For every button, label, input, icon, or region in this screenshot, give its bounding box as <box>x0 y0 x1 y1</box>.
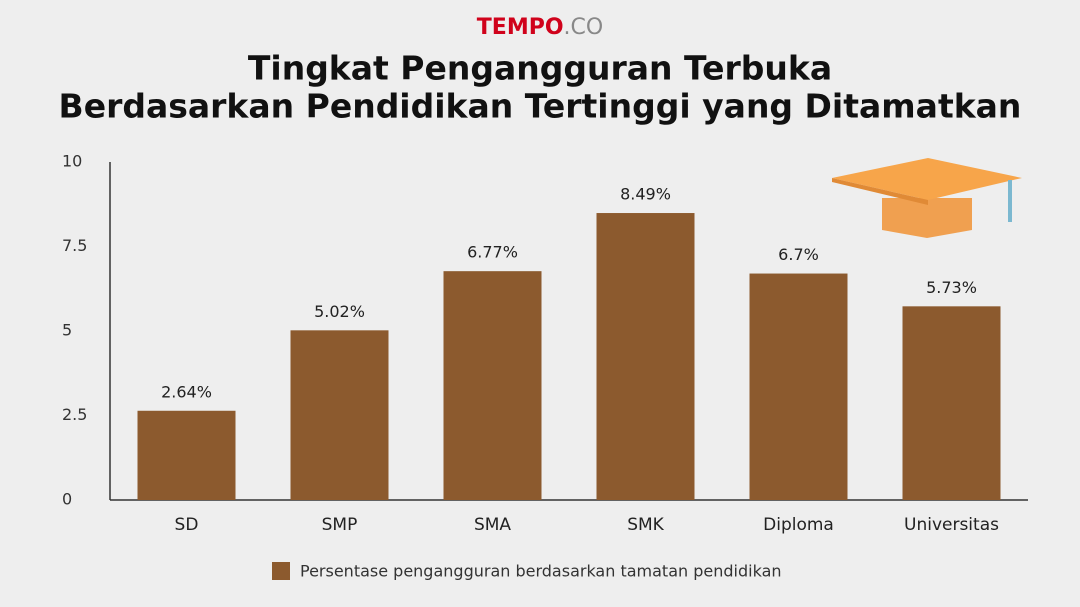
bar <box>290 330 389 500</box>
legend-swatch <box>272 562 290 580</box>
x-tick-label: SD <box>175 515 199 535</box>
bar <box>596 213 695 500</box>
value-label: 5.02% <box>314 302 365 321</box>
x-tick-label: SMK <box>627 515 664 535</box>
y-tick-label: 7.5 <box>62 236 87 255</box>
graduation-cap-icon <box>832 158 1022 238</box>
x-tick-label: SMP <box>322 515 358 535</box>
brand: TEMPO.CO <box>477 15 603 40</box>
x-tick-label: Universitas <box>904 515 999 535</box>
value-label: 6.77% <box>467 243 518 262</box>
bar <box>749 273 848 500</box>
y-tick-label: 2.5 <box>62 405 87 424</box>
value-label: 2.64% <box>161 382 212 401</box>
brand-suffix: .CO <box>564 15 604 40</box>
bar <box>137 410 236 500</box>
chart-title: Berdasarkan Pendidikan Tertinggi yang Di… <box>59 87 1022 126</box>
value-label: 5.73% <box>926 278 977 297</box>
legend-label: Persentase pengangguran berdasarkan tama… <box>300 562 782 581</box>
bar <box>443 271 542 500</box>
x-tick-label: Diploma <box>763 515 834 535</box>
value-label: 6.7% <box>778 245 819 264</box>
chart-title: Tingkat Pengangguran Terbuka <box>248 49 832 88</box>
y-tick-label: 10 <box>62 152 82 171</box>
y-tick-label: 5 <box>62 321 72 340</box>
y-tick-label: 0 <box>62 490 72 509</box>
brand-name: TEMPO <box>477 15 564 40</box>
value-label: 8.49% <box>620 185 671 204</box>
bar <box>902 306 1001 500</box>
x-tick-label: SMA <box>474 515 511 535</box>
